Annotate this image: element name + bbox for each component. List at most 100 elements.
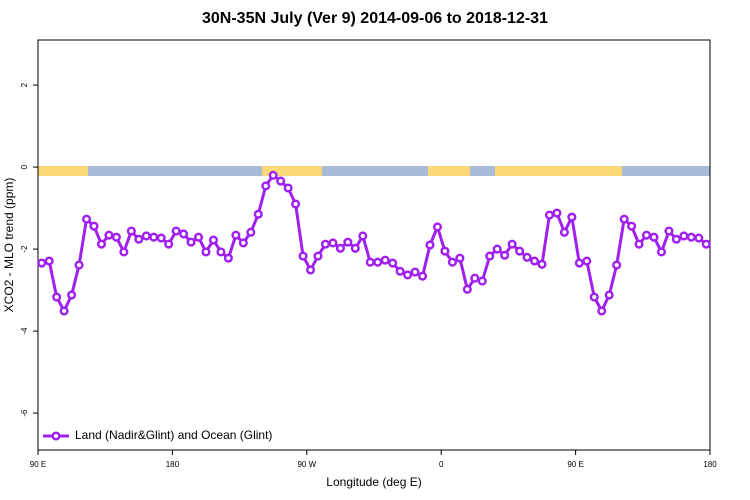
- data-point: [44, 256, 54, 266]
- data-point: [186, 237, 196, 247]
- data-point: [582, 256, 592, 266]
- data-point: [619, 214, 629, 224]
- data-point: [231, 230, 241, 240]
- data-point: [679, 231, 689, 241]
- data-point: [238, 238, 248, 248]
- data-point: [223, 253, 233, 263]
- x-tick-label: 180: [166, 460, 180, 469]
- data-point: [492, 244, 502, 254]
- legend-marker: [51, 431, 61, 441]
- data-point: [343, 237, 353, 247]
- data-point: [373, 257, 383, 267]
- data-point: [462, 284, 472, 294]
- data-point: [701, 239, 711, 249]
- data-point: [552, 208, 562, 218]
- data-point: [403, 270, 413, 280]
- data-point: [149, 232, 159, 242]
- data-point: [268, 170, 278, 180]
- data-point: [37, 258, 47, 268]
- data-point: [529, 256, 540, 266]
- data-point: [649, 232, 659, 242]
- data-point: [417, 271, 428, 281]
- x-tick-label: 90 E: [30, 460, 46, 469]
- x-tick-label: 90 W: [297, 460, 316, 469]
- data-point: [507, 239, 517, 249]
- data-point: [208, 235, 219, 245]
- land-mask: [38, 166, 710, 176]
- data-point: [395, 266, 405, 276]
- data-point: [641, 230, 652, 240]
- data-point: [335, 243, 345, 253]
- data-point: [193, 232, 204, 242]
- data-point: [313, 251, 323, 261]
- plot-frame: [37, 39, 711, 451]
- data-point: [276, 176, 286, 186]
- data-point: [89, 221, 99, 231]
- data-point: [537, 259, 547, 269]
- data-point: [305, 265, 316, 275]
- chart-title: 30N-35N July (Ver 9) 2014-09-06 to 2018-…: [202, 10, 548, 27]
- data-point: [365, 257, 375, 267]
- data-point: [358, 231, 368, 241]
- legend-label: Land (Nadir&Glint) and Ocean (Glint): [75, 428, 272, 442]
- data-point: [74, 260, 84, 270]
- data-point: [574, 258, 584, 268]
- data-point: [589, 292, 599, 302]
- data-point: [261, 181, 271, 191]
- data-point: [671, 234, 681, 244]
- y-tick-label: -4: [20, 327, 29, 335]
- data-point: [156, 233, 166, 243]
- data-point: [320, 239, 331, 249]
- x-tick-label: 90 E: [567, 460, 583, 469]
- data-point: [52, 292, 62, 302]
- data-point: [328, 238, 338, 248]
- data-point: [253, 209, 263, 219]
- data-point: [440, 246, 450, 256]
- data-point: [380, 255, 390, 265]
- data-point: [216, 247, 226, 257]
- data-point: [126, 226, 136, 236]
- data-point: [544, 210, 555, 220]
- data-point: [201, 247, 211, 257]
- data-point: [81, 214, 92, 224]
- data-point: [597, 306, 607, 316]
- data-point: [485, 251, 495, 261]
- data-point: [686, 232, 696, 242]
- y-tick-label: 2: [20, 82, 29, 87]
- data-point: [425, 240, 435, 250]
- data-point: [164, 239, 174, 249]
- data-point: [522, 252, 532, 262]
- data-point: [179, 229, 189, 239]
- x-tick-label: 180: [703, 460, 717, 469]
- data-point: [141, 231, 151, 241]
- data-point: [694, 233, 704, 243]
- data-point: [119, 247, 129, 257]
- data-point: [246, 227, 256, 237]
- data-point: [59, 306, 69, 316]
- data-point: [298, 251, 308, 261]
- data-point: [612, 260, 622, 270]
- data-point: [470, 273, 480, 283]
- data-point: [604, 290, 614, 300]
- data-point: [634, 239, 644, 249]
- data-point: [67, 290, 77, 300]
- data-point: [350, 243, 360, 253]
- data-point: [656, 247, 667, 257]
- series-line: [41, 173, 708, 315]
- data-point: [96, 239, 107, 249]
- data-point: [388, 258, 398, 268]
- data-point: [567, 212, 577, 222]
- data-point: [111, 232, 121, 242]
- y-tick-label: -2: [20, 245, 29, 253]
- data-point: [432, 222, 443, 232]
- data-point: [410, 267, 420, 277]
- data-point: [477, 276, 487, 286]
- data-point: [171, 226, 181, 236]
- data-point: [515, 246, 525, 256]
- x-axis-label: Longitude (deg E): [326, 475, 421, 489]
- data-point: [447, 257, 457, 267]
- data-point: [627, 221, 637, 231]
- x-tick-label: 0: [439, 460, 444, 469]
- data-point: [283, 183, 293, 193]
